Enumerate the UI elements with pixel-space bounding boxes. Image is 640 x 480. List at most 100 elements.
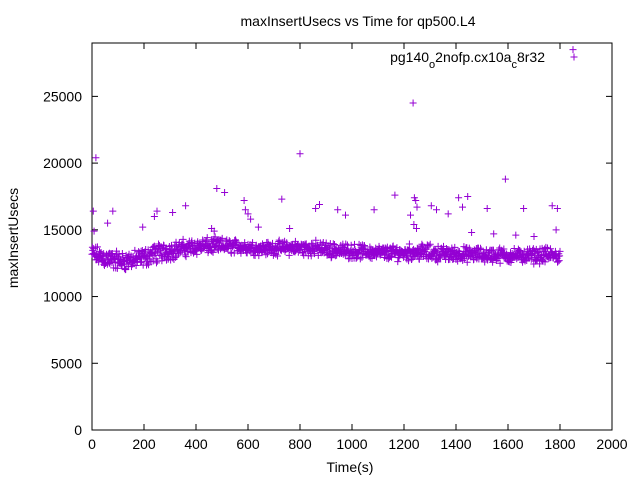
data-point (490, 230, 498, 238)
data-point (328, 253, 336, 261)
data-point (553, 204, 561, 212)
data-point (144, 259, 152, 267)
data-point (255, 252, 263, 260)
data-point (131, 246, 139, 254)
x-tick-label: 1000 (336, 436, 367, 452)
data-point (459, 203, 466, 211)
data-point (546, 245, 554, 253)
y-tick-label: 25000 (43, 88, 82, 104)
data-point (334, 206, 342, 214)
data-point (556, 247, 564, 255)
x-tick-label: 600 (236, 436, 260, 452)
data-point (162, 249, 170, 257)
data-point (489, 256, 497, 264)
data-point (451, 243, 459, 251)
data-point (418, 240, 426, 248)
data-point (222, 237, 230, 245)
legend-marker-symbol (570, 53, 578, 61)
data-point (104, 219, 112, 227)
data-point (209, 248, 217, 256)
data-point (203, 234, 211, 242)
data-point (464, 192, 472, 200)
y-axis-label: maxInsertUsecs (5, 188, 21, 288)
data-point (210, 227, 218, 235)
data-point (452, 256, 460, 264)
data-point (221, 188, 229, 196)
data-point (249, 239, 257, 247)
data-point (150, 212, 158, 220)
data-point (360, 242, 368, 250)
data-point (437, 254, 445, 262)
data-point (412, 196, 420, 204)
data-point (318, 240, 326, 248)
x-tick-label: 400 (184, 436, 208, 452)
x-tick-label: 1600 (492, 436, 523, 452)
data-point (182, 253, 190, 261)
y-tick-label: 15000 (43, 222, 82, 238)
data-point (115, 250, 123, 258)
data-points (88, 46, 577, 274)
data-point (387, 252, 395, 260)
data-point (342, 211, 349, 219)
data-point (218, 234, 226, 242)
x-tick-label: 800 (288, 436, 312, 452)
data-point (541, 258, 549, 266)
x-tick-label: 1400 (440, 436, 471, 452)
data-point (316, 200, 323, 208)
y-axis: 0 5000 10000 15000 20000 25000 (43, 88, 612, 438)
data-point (312, 204, 320, 212)
data-point (278, 195, 286, 203)
data-point (500, 245, 508, 253)
data-point (109, 207, 117, 215)
legend-label: pg140o2nofp.cx10ac8r32 (390, 49, 545, 71)
data-point (463, 258, 471, 266)
data-point (391, 191, 399, 199)
data-point (244, 210, 252, 218)
data-point (254, 223, 262, 231)
data-point (483, 204, 491, 212)
data-point (432, 247, 440, 255)
data-point (413, 203, 421, 211)
data-point (501, 175, 509, 183)
data-point (283, 239, 291, 247)
data-point (544, 244, 552, 252)
legend-marker (570, 53, 578, 61)
data-point (355, 248, 363, 256)
data-point (139, 223, 147, 231)
data-point (520, 204, 528, 212)
chart-title: maxInsertUsecs vs Time for qp500.L4 (241, 13, 476, 29)
data-point (213, 184, 221, 192)
data-point (530, 233, 538, 240)
data-point (496, 259, 504, 267)
data-point (425, 242, 433, 250)
data-point (405, 240, 413, 248)
data-point (152, 259, 160, 267)
data-point (181, 251, 189, 259)
data-point (426, 240, 434, 248)
data-point (286, 224, 294, 232)
y-tick-label: 5000 (51, 355, 82, 371)
data-point (347, 241, 355, 249)
data-point (569, 46, 577, 54)
data-point (356, 255, 364, 263)
x-axis-label: Time(s) (327, 459, 374, 475)
data-point (415, 255, 423, 263)
data-point (433, 206, 440, 214)
data-point (388, 253, 396, 261)
data-point (342, 240, 350, 248)
data-point (370, 206, 378, 214)
data-point (296, 150, 304, 158)
x-axis: 0 200 400 600 800 1000 1200 1400 1600 1800 2000 (88, 43, 628, 452)
data-point (169, 208, 177, 216)
data-point (468, 228, 476, 236)
x-tick-label: 2000 (596, 436, 627, 452)
data-point (182, 202, 190, 210)
data-point (93, 243, 101, 251)
x-tick-label: 1200 (388, 436, 419, 452)
data-point (410, 220, 418, 228)
data-point (193, 250, 201, 258)
data-point (427, 202, 435, 210)
data-point (153, 207, 161, 215)
data-point (548, 202, 556, 210)
